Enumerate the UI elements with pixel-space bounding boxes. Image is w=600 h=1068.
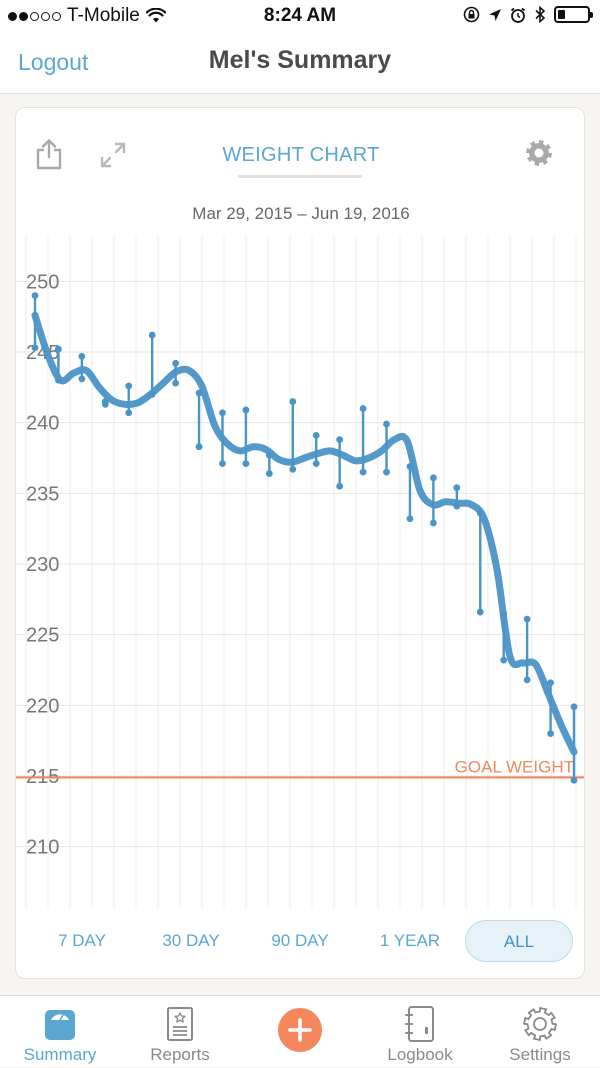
- tab-bar: Summary Reports Logbook Settings: [0, 995, 600, 1067]
- range-tab-7-day[interactable]: 7 DAY: [58, 931, 106, 950]
- page-title: Mel's Summary: [208, 46, 392, 74]
- plus-icon: [288, 1018, 312, 1042]
- report-icon: [167, 1007, 193, 1041]
- y-tick-label: 210: [26, 837, 59, 859]
- status-bar: T-Mobile 8:24 AM: [0, 0, 600, 32]
- chart-settings-gear-icon[interactable]: [524, 138, 554, 168]
- gear-icon: [523, 1007, 557, 1041]
- tab-logbook-label: Logbook: [387, 1045, 453, 1064]
- status-time: 8:24 AM: [263, 5, 337, 26]
- logbook-icon: [405, 1006, 434, 1042]
- scale-icon: [45, 1010, 75, 1040]
- y-tick-label: 220: [26, 695, 59, 717]
- y-tick-label: 225: [26, 625, 59, 647]
- range-tab-90-day[interactable]: 90 DAY: [271, 931, 329, 950]
- y-tick-label: 235: [26, 483, 59, 505]
- expand-icon[interactable]: [98, 140, 128, 170]
- y-tick-label: 230: [26, 554, 59, 576]
- tab-reports[interactable]: Reports: [120, 996, 240, 1068]
- share-icon[interactable]: [34, 138, 64, 170]
- tab-summary-label: Summary: [23, 1045, 97, 1064]
- chart-title-underline: [238, 175, 362, 178]
- range-bar[interactable]: [429, 474, 437, 527]
- carrier-info: T-Mobile: [8, 5, 166, 27]
- bluetooth-icon: [535, 6, 546, 23]
- carrier-name: T-Mobile: [67, 5, 140, 26]
- chart-grid: [16, 236, 584, 908]
- goal-weight-label: GOAL WEIGHT: [455, 757, 574, 776]
- range-bars: [31, 292, 578, 784]
- add-entry-button[interactable]: [278, 1008, 322, 1052]
- weight-trend-line[interactable]: [31, 311, 578, 756]
- range-tab-30-day[interactable]: 30 DAY: [162, 931, 220, 950]
- range-selector: 7 DAY 30 DAY 90 DAY 1 YEAR ALL: [16, 920, 584, 962]
- battery-icon: [554, 6, 593, 23]
- range-bar[interactable]: [476, 509, 484, 616]
- tab-settings[interactable]: Settings: [480, 996, 600, 1068]
- range-bar[interactable]: [289, 398, 297, 473]
- range-bar[interactable]: [242, 406, 250, 468]
- logout-button[interactable]: Logout: [18, 49, 89, 75]
- y-tick-label: 250: [26, 271, 59, 293]
- status-icons: [463, 6, 593, 23]
- tab-settings-label: Settings: [509, 1045, 571, 1064]
- location-icon: [489, 8, 501, 21]
- chart-date-range: Mar 29, 2015 – Jun 19, 2016: [192, 204, 410, 223]
- tab-logbook[interactable]: Logbook: [360, 996, 480, 1068]
- range-bar[interactable]: [312, 431, 320, 468]
- weight-chart-card: WEIGHT CHART Mar 29, 2015 – Jun 19, 2016…: [15, 107, 585, 979]
- range-bar[interactable]: [523, 615, 531, 684]
- wifi-icon: [145, 8, 166, 23]
- range-tab-all[interactable]: ALL: [465, 920, 573, 962]
- tab-reports-label: Reports: [150, 1045, 210, 1064]
- alarm-icon: [510, 7, 526, 23]
- range-bar[interactable]: [359, 405, 367, 476]
- range-tab-1-year[interactable]: 1 YEAR: [379, 931, 441, 950]
- rotation-lock-icon: [463, 6, 480, 23]
- range-bar[interactable]: [195, 389, 203, 451]
- range-bar[interactable]: [336, 436, 344, 490]
- range-bar[interactable]: [125, 382, 133, 417]
- y-tick-label: 240: [26, 413, 59, 435]
- signal-strength-icon: [8, 11, 61, 21]
- nav-bar: Logout Mel's Summary: [0, 32, 600, 94]
- tab-summary[interactable]: Summary: [0, 996, 120, 1068]
- range-bar[interactable]: [570, 703, 578, 784]
- chart-title[interactable]: WEIGHT CHART: [222, 144, 380, 166]
